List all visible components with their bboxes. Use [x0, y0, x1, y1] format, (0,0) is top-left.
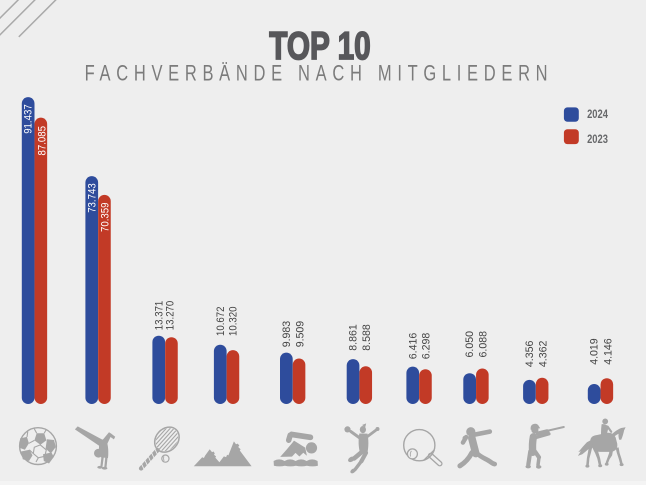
- svg-text:73.743: 73.743: [86, 183, 98, 213]
- svg-text:13.371: 13.371: [153, 301, 165, 331]
- svg-text:13.270: 13.270: [164, 301, 176, 331]
- svg-text:4.019: 4.019: [589, 338, 601, 365]
- svg-text:10.320: 10.320: [228, 307, 240, 337]
- svg-text:6.088: 6.088: [478, 331, 490, 358]
- svg-text:4.146: 4.146: [602, 338, 614, 365]
- svg-text:6.298: 6.298: [420, 333, 432, 360]
- svg-text:87.085: 87.085: [36, 126, 48, 156]
- svg-text:4.356: 4.356: [524, 341, 536, 368]
- svg-text:2023: 2023: [587, 133, 608, 146]
- svg-text:TOP 10: TOP 10: [269, 24, 371, 68]
- svg-text:10.672: 10.672: [215, 307, 227, 337]
- svg-text:FACHVERBÄNDE NACH MITGLIEDERN: FACHVERBÄNDE NACH MITGLIEDERN: [85, 61, 554, 86]
- svg-text:2024: 2024: [587, 108, 608, 121]
- svg-text:9.983: 9.983: [281, 321, 293, 348]
- svg-text:8.861: 8.861: [348, 324, 360, 351]
- svg-text:6.416: 6.416: [407, 333, 419, 360]
- svg-text:4.362: 4.362: [537, 341, 549, 368]
- svg-text:8.588: 8.588: [361, 324, 373, 351]
- svg-text:70.359: 70.359: [100, 203, 112, 233]
- svg-text:6.050: 6.050: [464, 331, 476, 358]
- svg-text:91.437: 91.437: [23, 104, 35, 134]
- svg-text:9.509: 9.509: [295, 321, 307, 348]
